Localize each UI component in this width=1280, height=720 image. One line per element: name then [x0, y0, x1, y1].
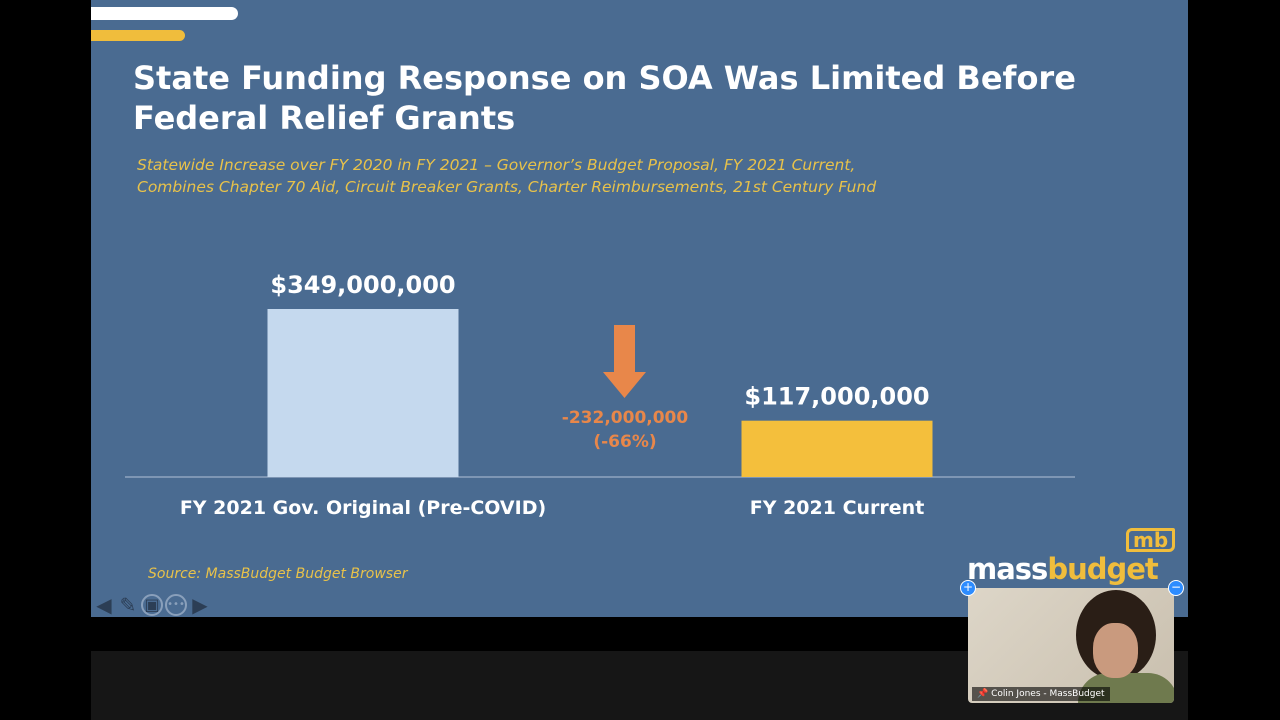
bar	[267, 309, 459, 477]
percent-annotation: (-66%)	[593, 432, 656, 452]
category-label: FY 2021 Current	[750, 497, 925, 519]
data-label: $117,000,000	[744, 383, 929, 411]
logo-text-budget: budget	[1047, 552, 1158, 586]
participant-name-text: Colin Jones - MassBudget	[991, 689, 1105, 699]
category-label: FY 2021 Gov. Original (Pre-COVID)	[180, 497, 546, 519]
presentation-slide: State Funding Response on SOA Was Limite…	[91, 0, 1188, 617]
data-label: $349,000,000	[270, 271, 455, 299]
slide-subtitle: Statewide Increase over FY 2020 in FY 20…	[137, 154, 876, 198]
more-icon[interactable]: •••	[165, 594, 187, 616]
arrow-right-icon[interactable]: ▶	[192, 593, 208, 617]
slides-icon[interactable]: ▣	[141, 594, 163, 616]
participant-face	[1093, 623, 1138, 678]
change-annotation: -232,000,000	[562, 408, 689, 428]
massbudget-logo: massbudget	[967, 552, 1159, 586]
plus-icon[interactable]: +	[960, 580, 976, 596]
bar-chart: $349,000,000 FY 2021 Gov. Original (Pre-C…	[125, 271, 1075, 519]
bar	[741, 420, 933, 477]
source-note: Source: MassBudget Budget Browser	[148, 566, 408, 582]
decorative-bar-yellow	[91, 30, 185, 41]
subtitle-line-1: Statewide Increase over FY 2020 in FY 20…	[137, 156, 856, 174]
participant-video[interactable]: 📌 Colin Jones - MassBudget	[968, 588, 1174, 703]
slide-title: State Funding Response on SOA Was Limite…	[133, 59, 1076, 137]
down-arrow-icon	[603, 325, 646, 398]
subtitle-line-2: Combines Chapter 70 Aid, Circuit Breaker…	[137, 178, 877, 196]
pen-icon[interactable]: ✎	[119, 593, 137, 617]
decorative-bar-white	[91, 7, 238, 20]
logo-badge: mb	[1126, 528, 1176, 552]
minus-icon[interactable]: −	[1168, 580, 1184, 596]
logo-text-mass: mass	[967, 552, 1048, 586]
participant-name: 📌 Colin Jones - MassBudget	[972, 687, 1110, 701]
arrow-left-icon[interactable]: ◀	[96, 593, 112, 617]
